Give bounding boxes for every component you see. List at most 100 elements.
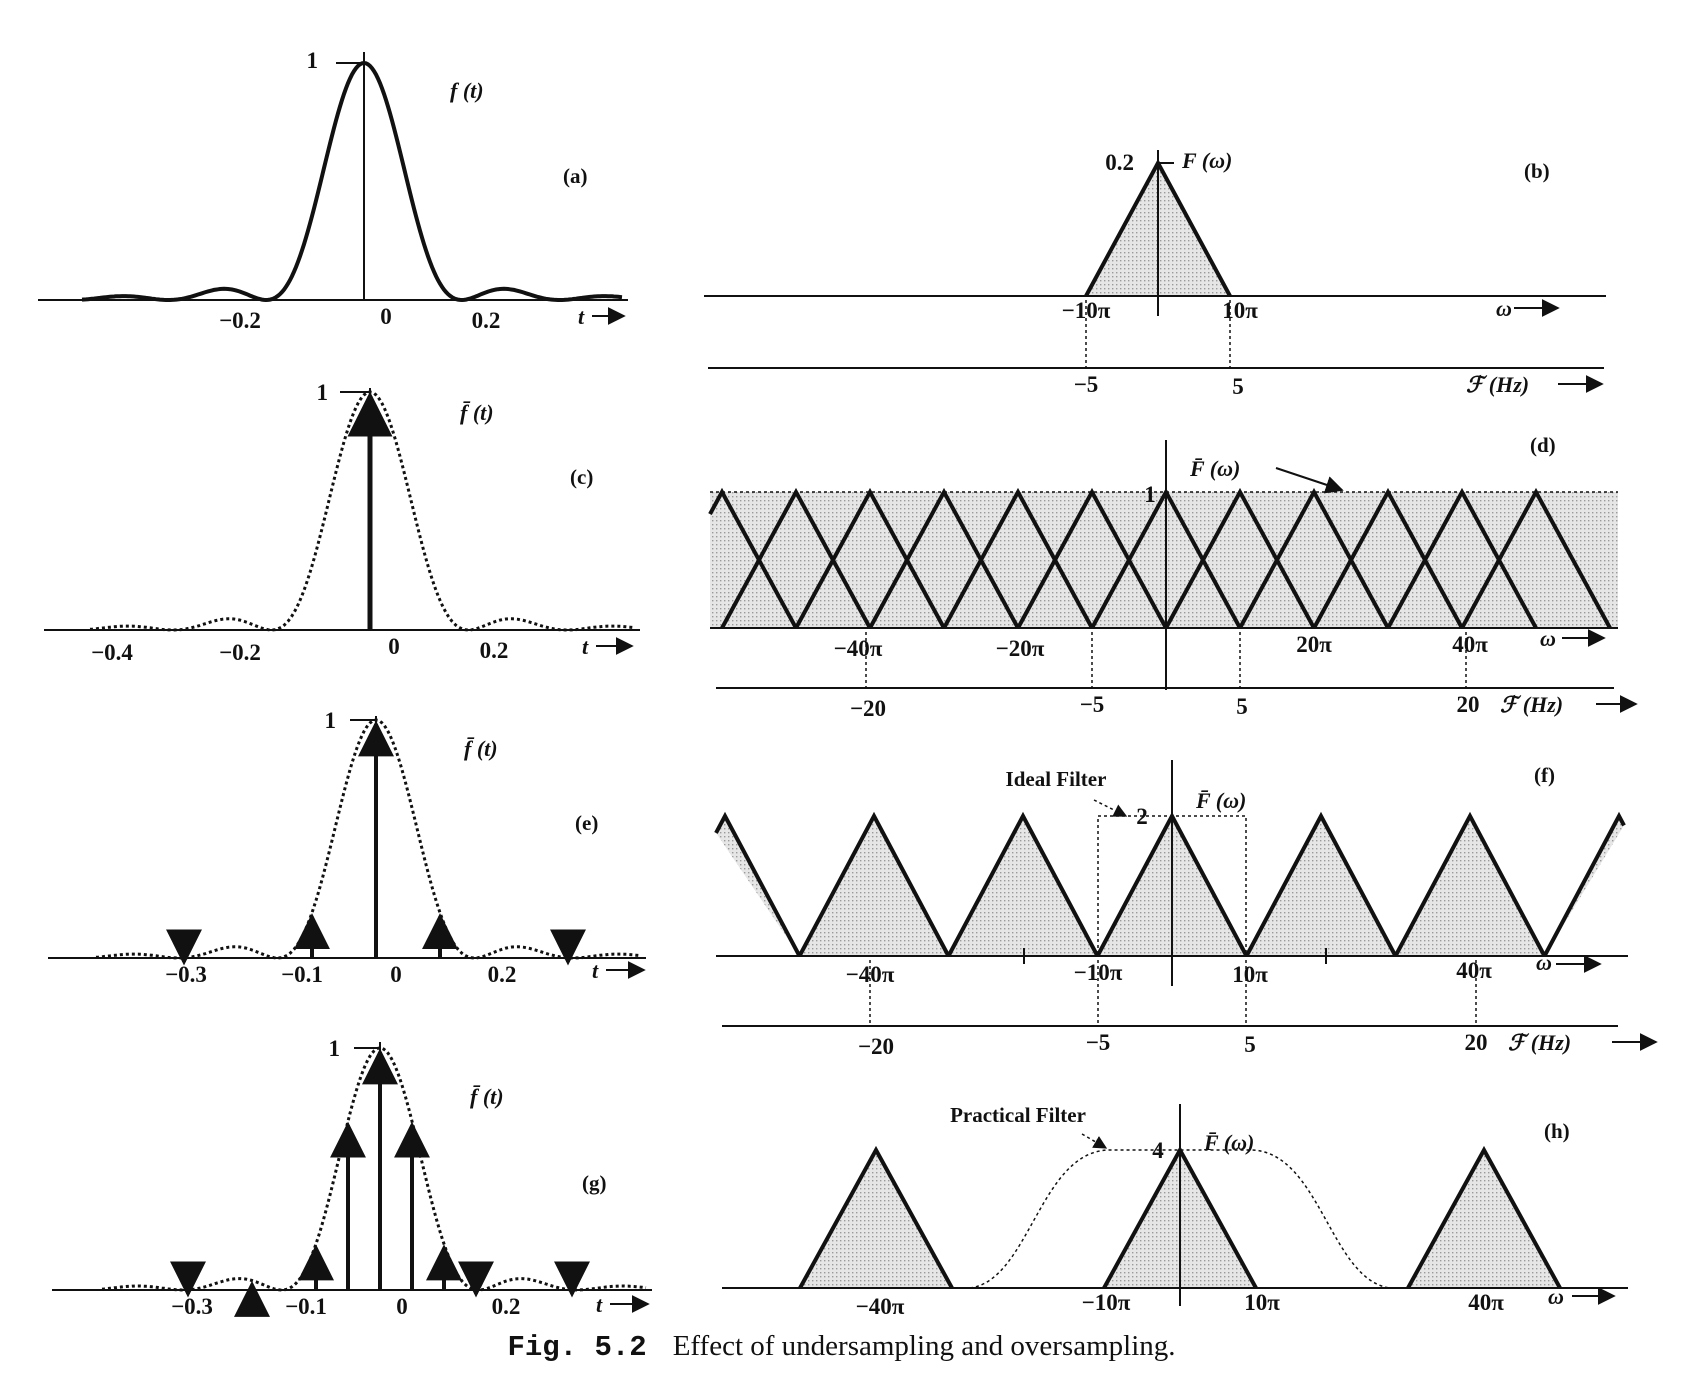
figure-number: Fig. 5.2 (507, 1331, 647, 1364)
filter-pointer (1093, 799, 1128, 817)
axis-label: t (592, 958, 599, 983)
triangle-group (708, 487, 1612, 629)
hz-tick-label: −5 (1086, 1030, 1111, 1055)
spectrum-triangle (714, 811, 802, 957)
tick-label: 0.2 (472, 308, 501, 333)
label-pointer (1275, 467, 1344, 494)
ideal-filter-box (1097, 815, 1247, 957)
panel-label: (h) (1544, 1119, 1570, 1143)
tick-label: 40π (1452, 632, 1488, 657)
spectrum-triangle (1164, 487, 1316, 629)
panel-g: 1 f̄ (t) (g) −0.3 −0.1 0 0.2 t (52, 1036, 652, 1319)
panel-h: Practical Filter 4 F̄ (ω) (h) −40π −10π … (722, 1103, 1628, 1319)
tick-label: 0.2 (488, 962, 517, 987)
peak-label: 1 (329, 1036, 341, 1061)
spectrum-fill (800, 1150, 952, 1288)
spectrum-triangle (708, 487, 798, 629)
tick-label: 0 (380, 304, 392, 329)
panel-label: (e) (575, 811, 598, 835)
spectrum-triangle (1244, 811, 1398, 957)
envelope-curve (95, 718, 641, 960)
hz-tick-label: 5 (1244, 1032, 1256, 1057)
tick-label: 10π (1232, 962, 1268, 987)
spectrum-fill-group (716, 816, 1624, 956)
spectrum-fill (799, 816, 949, 956)
peak-label: 1 (1144, 482, 1156, 507)
spectrum-triangle (946, 811, 1100, 957)
panel-label: (f) (1534, 763, 1555, 787)
spectrum-triangle (1393, 811, 1547, 957)
function-label: f̄ (t) (464, 736, 498, 761)
tick-label: 10π (1244, 1290, 1280, 1315)
tick-label: 0 (390, 962, 402, 987)
tick-label: −0.2 (219, 640, 261, 665)
spectrum-triangle (1406, 1145, 1562, 1289)
tick-label: 0.2 (480, 638, 509, 663)
function-label: f (t) (450, 78, 484, 103)
spectrum-triangle (1016, 487, 1168, 629)
hz-tick-label: −20 (858, 1034, 894, 1059)
caption-text: Effect of undersampling and oversampling… (672, 1330, 1176, 1362)
filter-pointer (1081, 1133, 1108, 1149)
tick-label: −20π (996, 636, 1045, 661)
peak-label: 1 (317, 380, 329, 405)
spectrum-fill (1408, 1150, 1560, 1288)
tick-label: −40π (834, 636, 883, 661)
practical-filter-curve (969, 1149, 1391, 1289)
spectrum-fill (1395, 816, 1545, 956)
filter-label: Ideal Filter (1006, 767, 1107, 791)
figure-caption: Fig. 5.2 Effect of undersampling and over… (0, 1330, 1683, 1364)
tick-label: 40π (1468, 1290, 1504, 1315)
sinc-curve (81, 60, 623, 303)
axis-label: ω (1548, 1284, 1564, 1309)
hz-tick-label: −20 (850, 696, 886, 721)
tick-label: −0.3 (171, 1294, 213, 1319)
axis-label: t (582, 634, 589, 659)
panel-f: Ideal Filter 2 F̄ (ω) (f) −40π −10π 10π … (714, 760, 1658, 1059)
envelope-curve (101, 1046, 647, 1292)
panel-d: 1 F̄ (ω) (d) −40π −20π 20π 40π ω −20 −5 … (708, 433, 1638, 721)
spectrum-triangle (1542, 811, 1626, 957)
axis-label: t (596, 1292, 603, 1317)
spectrum-fill (1246, 816, 1396, 956)
tick-label: 20π (1296, 632, 1332, 657)
filter-label: Practical Filter (950, 1103, 1086, 1127)
panel-label: (b) (1524, 159, 1550, 183)
tick-label: −40π (846, 962, 895, 987)
spectrum-triangle (1090, 487, 1242, 629)
hz-tick-label: 20 (1465, 1030, 1488, 1055)
spectrum-triangle (798, 1145, 954, 1289)
function-label: F̄ (ω) (1195, 788, 1246, 813)
hz-tick-label: −5 (1074, 372, 1099, 397)
tick-label: 40π (1456, 958, 1492, 983)
tick-label: −0.1 (285, 1294, 327, 1319)
spectrum-triangle (1312, 487, 1464, 629)
hz-axis-label: ℱ (Hz) (1466, 372, 1529, 397)
hz-tick-label: 20 (1457, 692, 1480, 717)
axis-label: t (578, 304, 585, 329)
spectrum-triangle (1102, 1145, 1258, 1289)
peak-label: 4 (1152, 1138, 1164, 1163)
tick-label: −0.2 (219, 308, 261, 333)
function-label: f̄ (t) (470, 1084, 504, 1109)
peak-label: 0.2 (1105, 150, 1134, 175)
spectrum-fill (948, 816, 1098, 956)
tick-label: −10π (1062, 298, 1111, 323)
panel-label: (d) (1530, 433, 1556, 457)
hz-axis-label: ℱ (Hz) (1508, 1030, 1571, 1055)
spectrum-triangle (797, 811, 951, 957)
panel-label: (c) (570, 465, 593, 489)
spectrum-triangle (942, 487, 1094, 629)
panel-a: 1 f (t) (a) −0.2 0 0.2 t (38, 48, 628, 333)
panel-c: 1 f̄ (t) (c) −0.4 −0.2 0 0.2 t (44, 380, 640, 665)
tick-label: −0.1 (281, 962, 323, 987)
tick-label: −0.4 (91, 640, 133, 665)
envelope-curve (89, 390, 635, 632)
peak-label: 1 (325, 708, 337, 733)
hz-axis-label: ℱ (Hz) (1500, 692, 1563, 717)
peak-label: 2 (1136, 804, 1148, 829)
hz-tick-label: 5 (1236, 694, 1248, 719)
spectrum-triangle (720, 487, 872, 629)
function-label: F (ω) (1181, 148, 1232, 173)
panel-label: (g) (582, 1171, 607, 1195)
